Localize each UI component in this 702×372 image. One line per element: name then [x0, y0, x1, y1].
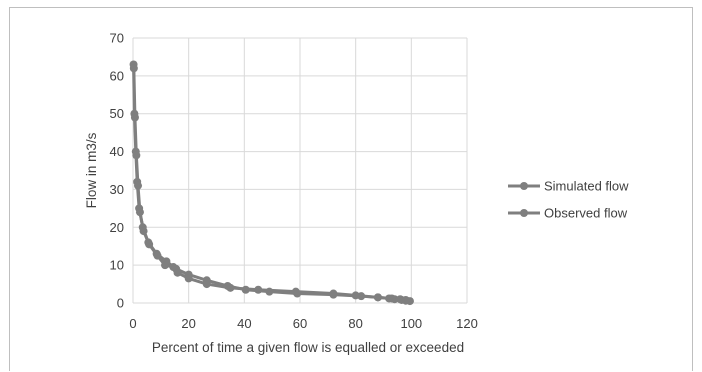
data-point	[254, 285, 263, 294]
data-point	[226, 283, 235, 292]
data-point	[130, 113, 139, 122]
data-point	[134, 181, 143, 190]
x-tick-label: 0	[129, 316, 136, 331]
y-tick-label: 20	[110, 220, 124, 235]
series-line-2	[132, 68, 406, 302]
legend-swatch-marker	[520, 209, 528, 217]
legend: Simulated flow Observed flow	[508, 179, 629, 221]
x-tick-label: 40	[237, 316, 251, 331]
y-axis-title: Flow in m3/s	[84, 132, 99, 208]
gridlines	[133, 37, 468, 303]
data-point	[329, 289, 338, 298]
x-tick-label: 60	[293, 316, 307, 331]
data-point	[169, 263, 178, 272]
y-tick-label: 30	[110, 182, 124, 197]
data-point	[202, 280, 211, 289]
legend-label: Simulated flow	[544, 179, 629, 194]
data-point	[153, 251, 162, 260]
legend-label: Observed flow	[544, 206, 628, 221]
data-point	[145, 240, 154, 249]
data-point	[161, 261, 170, 270]
data-point	[351, 291, 360, 300]
legend-swatch-marker	[520, 182, 528, 190]
x-tick-label: 100	[400, 316, 422, 331]
x-axis-title: Percent of time a given flow is equalled…	[152, 340, 464, 355]
x-tick-label: 120	[456, 316, 478, 331]
data-point	[135, 208, 144, 217]
data-point	[387, 294, 396, 303]
y-tick-label: 40	[110, 144, 124, 159]
data-point	[173, 268, 182, 277]
axes: 0 10 20 30 40 50 60 70 0 20 40 60 80 100 120	[110, 31, 478, 332]
data-point	[401, 295, 410, 304]
y-tick-label: 50	[110, 106, 124, 121]
x-tick-label: 80	[348, 316, 362, 331]
data-point	[132, 151, 141, 160]
data-point	[139, 227, 148, 236]
data-point	[373, 293, 382, 302]
data-point	[184, 274, 193, 283]
data-point	[129, 64, 138, 73]
y-tick-label: 60	[110, 68, 124, 83]
series-layer	[129, 60, 414, 306]
data-point	[291, 287, 300, 296]
x-tick-label: 20	[181, 316, 195, 331]
y-tick-label: 70	[110, 31, 124, 46]
y-tick-label: 0	[117, 296, 124, 311]
y-tick-label: 10	[110, 258, 124, 273]
